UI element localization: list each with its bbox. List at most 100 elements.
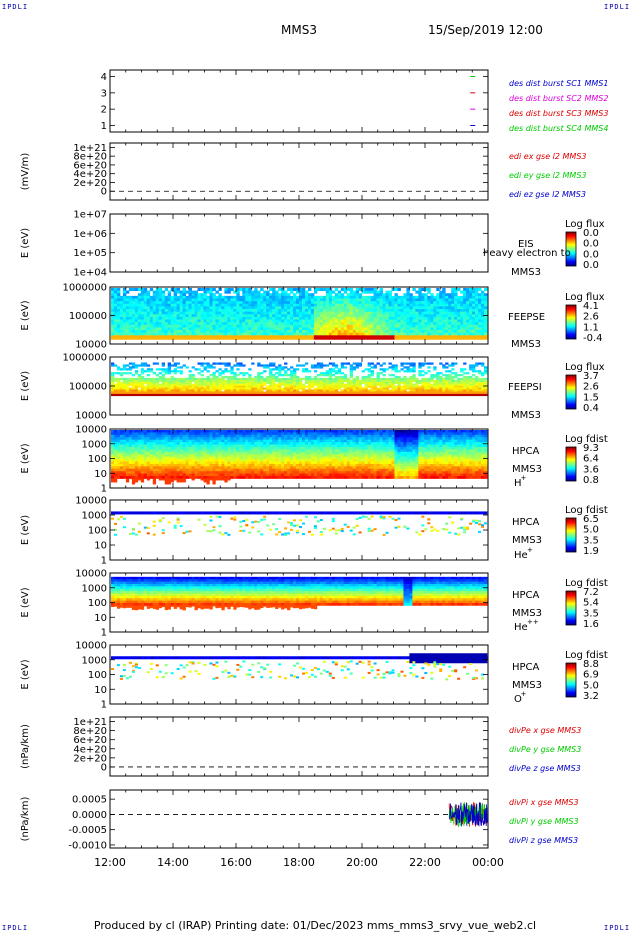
- panel-HPCA-He-colorbar-title: Log fdist: [565, 505, 608, 516]
- panel-HPCA-He-ytick-label: 10: [94, 541, 107, 552]
- panel-HPCA-He2-label: HPCA: [512, 590, 540, 601]
- panel-HPCA-H-label: H: [514, 478, 522, 489]
- panel-des-dist-burst-legend-item: des dist burst SC4 MMS4: [509, 124, 608, 133]
- panel-EIS-ytick-label: 1e+07: [73, 210, 107, 221]
- FEEPSE-spectrogram: [111, 288, 488, 340]
- panel-FEEPSE-colorbar: [565, 304, 577, 340]
- panel-HPCA-H-colorbar-tick: 6.4: [583, 454, 599, 465]
- panel-FEEPSE-colorbar-tick: 2.6: [583, 312, 599, 323]
- corner-tag-bottom-right: IPDLI: [604, 924, 630, 932]
- panel-EIS-frame: [109, 213, 489, 273]
- panel-HPCA-O-label: HPCA: [512, 662, 540, 673]
- panel-HPCA-He2-ytick-label: 1: [101, 628, 107, 639]
- x-tick-label: 22:00: [409, 856, 441, 869]
- panel-FEEPSI-label: MMS3: [511, 410, 541, 421]
- panel-divPi-ylabel: (nPa/km): [20, 797, 31, 842]
- x-tick-label: 20:00: [346, 856, 378, 869]
- panel-des-dist-burst-legend-item: des dist burst SC3 MMS3: [509, 109, 608, 118]
- HPCA-H-spectrogram: [111, 430, 488, 485]
- panel-FEEPSE-ylabel: E (eV): [20, 300, 31, 330]
- panel-des-dist-burst-legend-item: des dist burst SC2 MMS2: [509, 94, 608, 103]
- panel-edi-e-gse-legend-item: edi ey gse l2 MMS3: [509, 171, 587, 180]
- panel-HPCA-He2-ytick-label: 10: [94, 613, 107, 624]
- panel-FEEPSE-colorbar-tick: 1.1: [583, 322, 599, 333]
- panel-divPe-ytick-label: 1e+21: [73, 717, 107, 728]
- panel-divPi-legend-item: divPi y gse MMS3: [509, 817, 579, 826]
- panel-FEEPSE-colorbar-tick: -0.4: [583, 333, 603, 344]
- panel-EIS-ytick-label: 1e+06: [73, 229, 107, 240]
- corner-tag-bottom-left: IPDLI: [2, 924, 29, 932]
- panel-des-dist-burst-legend-item: des dist burst SC1 MMS1: [509, 79, 608, 88]
- panel-HPCA-O-label: O: [514, 694, 522, 705]
- panel-divPi-ytick-label: 0.0005: [72, 795, 107, 806]
- panel-HPCA-He2-colorbar-tick: 1.6: [583, 619, 599, 630]
- panel-HPCA-H-ytick-label: 1: [101, 484, 107, 495]
- panel-HPCA-O-label: MMS3: [512, 680, 542, 691]
- panel-HPCA-O-ytick-label: 10000: [75, 641, 107, 652]
- corner-tag-top-left: IPDLI: [2, 3, 29, 11]
- panel-FEEPSI-colorbar-title: Log flux: [565, 362, 605, 373]
- panel-EIS-label: heavy electron to: [483, 248, 571, 259]
- panel-FEEPSE-colorbar-tick: 4.1: [583, 301, 599, 312]
- panel-divPe-ylabel: (nPa/km): [20, 724, 31, 769]
- panel-HPCA-He-colorbar-tick: 6.5: [583, 514, 599, 525]
- panel-HPCA-H-label: HPCA: [512, 446, 540, 457]
- panel-FEEPSI-colorbar: [565, 374, 577, 410]
- x-tick-label: 00:00: [472, 856, 504, 869]
- x-tick-label: 16:00: [220, 856, 252, 869]
- panel-edi-e-gse-ytick-label: 4e+20: [73, 169, 107, 180]
- panel-edi-e-gse-legend-item: edi ex gse l2 MMS3: [509, 152, 587, 161]
- corner-tag-top-right: IPDLI: [604, 3, 630, 11]
- panel-HPCA-O-label: +: [521, 690, 527, 698]
- panel-HPCA-He-colorbar-tick: 1.9: [583, 546, 599, 557]
- panel-HPCA-He-ytick-label: 1: [101, 556, 107, 567]
- panel-divPe-legend-item: divPe y gse MMS3: [509, 745, 581, 754]
- panel-divPi-ytick-label: -0.0005: [68, 825, 107, 836]
- panel-HPCA-He2-colorbar-tick: 7.2: [583, 587, 599, 598]
- panel-HPCA-O-ylabel: E (eV): [20, 659, 31, 689]
- panel-FEEPSE-colorbar-title: Log flux: [565, 292, 605, 303]
- panel-FEEPSI-ytick-label: 100000: [69, 382, 107, 393]
- panel-EIS-ylabel: E (eV): [20, 228, 31, 258]
- panel-des-dist-burst-ytick-label: 1: [101, 121, 107, 132]
- panel-HPCA-He-colorbar-tick: 5.0: [583, 525, 599, 536]
- panel-FEEPSI-ytick-label: 1000000: [62, 353, 107, 364]
- panel-FEEPSI-ytick-label: 10000: [75, 411, 107, 422]
- panel-FEEPSE-label: FEEPSE: [508, 312, 545, 323]
- panel-EIS-colorbar-tick: 0.0: [583, 239, 599, 250]
- panel-divPe-ytick-label: 4e+20: [73, 744, 107, 755]
- panel-FEEPSE-ytick-label: 10000: [75, 340, 107, 351]
- panel-HPCA-He2-ytick-label: 100: [88, 598, 107, 609]
- panel-HPCA-He2-ylabel: E (eV): [20, 587, 31, 617]
- panel-edi-e-gse-ytick-label: 1e+21: [73, 143, 107, 154]
- panel-edi-e-gse-ytick-label: 0: [101, 187, 107, 198]
- panel-des-dist-burst-frame: [109, 69, 489, 133]
- panel-des-dist-burst-ytick-label: 4: [101, 72, 107, 83]
- panel-HPCA-He2-ytick-label: 1000: [82, 583, 107, 594]
- panel-HPCA-O-ytick-label: 1: [101, 700, 107, 711]
- panel-HPCA-H-ytick-label: 10000: [75, 425, 107, 436]
- panel-HPCA-O-colorbar: [565, 662, 577, 698]
- panel-divPi-series: [448, 802, 488, 827]
- panel-HPCA-H-label: MMS3: [512, 464, 542, 475]
- panel-EIS-ytick-label: 1e+05: [73, 248, 107, 259]
- panel-edi-e-gse-ytick-label: 2e+20: [73, 178, 107, 189]
- panel-HPCA-O-ytick-label: 10: [94, 685, 107, 696]
- panel-HPCA-H-colorbar-tick: 3.6: [583, 464, 599, 475]
- panel-FEEPSI-colorbar-tick: 1.5: [583, 392, 599, 403]
- panel-HPCA-He-colorbar-tick: 3.5: [583, 535, 599, 546]
- panel-divPe-legend-item: divPe x gse MMS3: [509, 726, 581, 735]
- panel-FEEPSI-label: FEEPSI: [508, 382, 542, 393]
- panel-HPCA-He2-ytick-label: 10000: [75, 569, 107, 580]
- panel-HPCA-O-colorbar-tick: 6.9: [583, 670, 599, 681]
- panel-FEEPSE-ytick-label: 1000000: [62, 283, 107, 294]
- panel-EIS-label: MMS3: [511, 267, 541, 278]
- panel-HPCA-He2-colorbar-title: Log fdist: [565, 578, 608, 589]
- panel-EIS-colorbar-tick: 0.0: [583, 249, 599, 260]
- panel-divPe-ytick-label: 8e+20: [73, 726, 107, 737]
- panel-HPCA-O-ytick-label: 100: [88, 670, 107, 681]
- panel-HPCA-H-colorbar-tick: 0.8: [583, 475, 599, 486]
- panel-HPCA-He2-colorbar-tick: 3.5: [583, 608, 599, 619]
- panel-HPCA-H-colorbar-title: Log fdist: [565, 434, 608, 445]
